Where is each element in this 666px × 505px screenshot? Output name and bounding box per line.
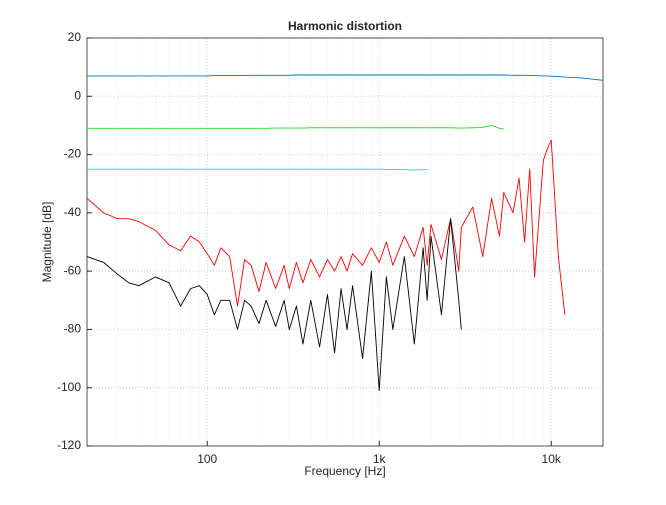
x-axis-label: Frequency [Hz] <box>304 464 385 478</box>
plot-frame <box>86 37 604 447</box>
series-line <box>86 139 566 315</box>
y-tick-label: -20 <box>64 147 82 161</box>
x-tick-label: 10k <box>542 452 562 466</box>
x-tick-label: 100 <box>197 452 217 466</box>
y-tick-label: 0 <box>74 88 81 102</box>
y-tick-label: 20 <box>68 30 82 44</box>
y-tick-label: -80 <box>64 322 82 336</box>
y-tick-label: -40 <box>64 205 82 219</box>
y-tick-label: -120 <box>57 438 81 452</box>
series-line <box>87 168 428 171</box>
y-axis-label: Magnitude [dB] <box>40 202 54 283</box>
series-line <box>87 124 504 130</box>
chart-title: Harmonic distortion <box>288 19 402 33</box>
series-line <box>86 218 462 392</box>
series-line <box>87 74 604 81</box>
y-tick-label: -60 <box>64 263 82 277</box>
y-tick-label: -100 <box>57 380 81 394</box>
x-tick-label: 1k <box>373 452 387 466</box>
